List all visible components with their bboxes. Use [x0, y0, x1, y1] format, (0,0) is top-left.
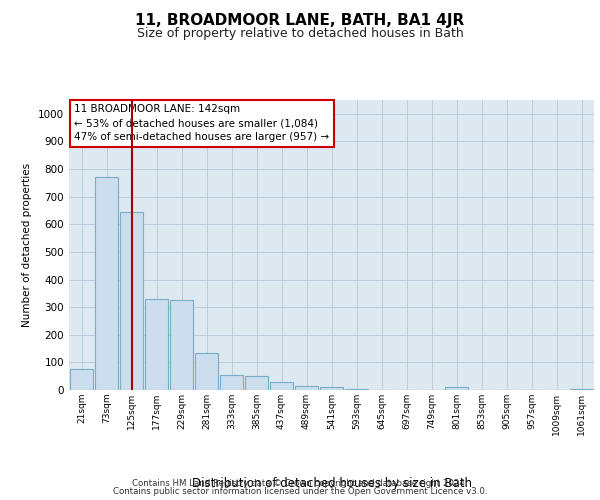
Bar — [95, 178, 118, 390]
Bar — [569, 388, 593, 390]
Text: Size of property relative to detached houses in Bath: Size of property relative to detached ho… — [137, 28, 463, 40]
Bar — [170, 300, 193, 390]
Bar — [269, 382, 293, 390]
Bar — [70, 370, 94, 390]
Y-axis label: Number of detached properties: Number of detached properties — [22, 163, 32, 327]
Bar — [145, 299, 169, 390]
Bar — [320, 387, 343, 390]
Text: Contains HM Land Registry data © Crown copyright and database right 2024.: Contains HM Land Registry data © Crown c… — [132, 478, 468, 488]
Bar — [245, 376, 268, 390]
Text: 11 BROADMOOR LANE: 142sqm
← 53% of detached houses are smaller (1,084)
47% of se: 11 BROADMOOR LANE: 142sqm ← 53% of detac… — [74, 104, 329, 142]
Bar — [445, 387, 469, 390]
Bar — [119, 212, 143, 390]
Bar — [344, 388, 368, 390]
X-axis label: Distribution of detached houses by size in Bath: Distribution of detached houses by size … — [191, 476, 472, 490]
Bar — [194, 352, 218, 390]
Bar — [220, 375, 244, 390]
Text: 11, BROADMOOR LANE, BATH, BA1 4JR: 11, BROADMOOR LANE, BATH, BA1 4JR — [136, 12, 464, 28]
Text: Contains public sector information licensed under the Open Government Licence v3: Contains public sector information licen… — [113, 487, 487, 496]
Bar — [295, 386, 319, 390]
